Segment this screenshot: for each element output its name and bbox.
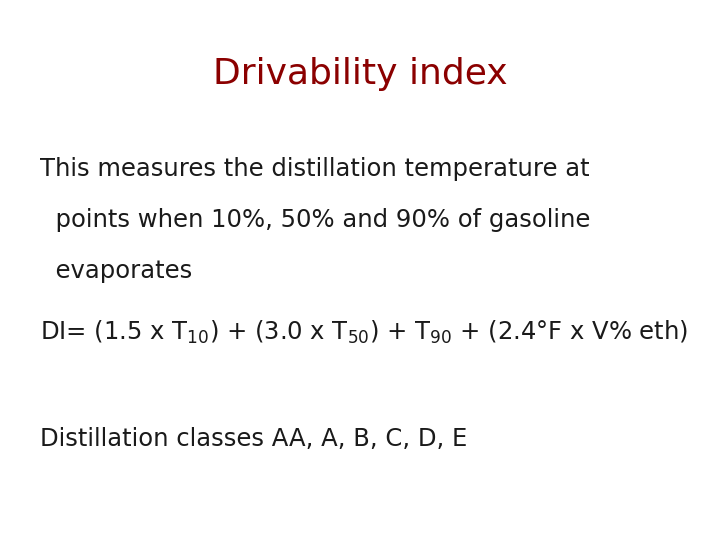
Text: points when 10%, 50% and 90% of gasoline: points when 10%, 50% and 90% of gasoline — [40, 208, 590, 232]
Text: Drivability index: Drivability index — [212, 57, 508, 91]
Text: evaporates: evaporates — [40, 259, 192, 283]
Text: Distillation classes AA, A, B, C, D, E: Distillation classes AA, A, B, C, D, E — [40, 427, 467, 450]
Text: This measures the distillation temperature at: This measures the distillation temperatu… — [40, 157, 589, 180]
Text: DI= (1.5 x T$_{10}$) + (3.0 x T$_{50}$) + T$_{90}$ + (2.4°F x V% eth): DI= (1.5 x T$_{10}$) + (3.0 x T$_{50}$) … — [40, 319, 688, 346]
